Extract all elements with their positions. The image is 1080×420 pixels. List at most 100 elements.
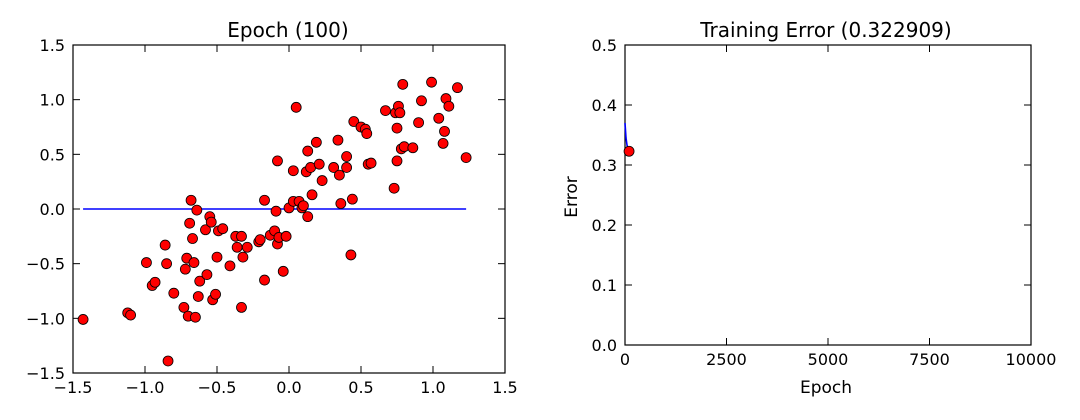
data-point — [241, 241, 253, 253]
data-point — [287, 165, 299, 177]
data-point — [306, 189, 318, 201]
data-point — [237, 251, 249, 263]
data-point — [200, 224, 211, 236]
error-x-tick-label: 2500 — [706, 350, 747, 369]
error-x-axis-label: Epoch — [800, 378, 852, 398]
data-point — [236, 301, 247, 313]
data-point — [184, 217, 196, 229]
data-point — [407, 142, 419, 154]
error-x-tick-label: 0 — [620, 350, 630, 369]
data-point — [272, 155, 283, 167]
data-point — [391, 155, 403, 167]
data-point — [192, 291, 204, 302]
data-point — [328, 162, 340, 173]
data-point — [159, 239, 171, 251]
data-point — [141, 257, 152, 268]
data-point — [277, 265, 289, 277]
data-point — [297, 200, 309, 212]
error-y-tick-label: 0.2 — [592, 216, 617, 235]
data-point — [302, 211, 314, 223]
data-point — [452, 82, 463, 94]
data-point — [433, 112, 445, 124]
scatter-y-tick-label: 0.0 — [40, 200, 65, 219]
scatter-x-tick-label: −0.5 — [198, 378, 237, 397]
data-point — [365, 157, 377, 169]
scatter-y-tick-label: −0.5 — [26, 255, 65, 274]
error-y-tick-label: 0.4 — [592, 96, 617, 115]
error-y-axis-label: Error — [562, 176, 582, 217]
data-point — [191, 204, 203, 216]
scatter-y-tick-label: −1.5 — [26, 364, 65, 383]
data-point — [310, 136, 322, 148]
data-point — [189, 311, 201, 323]
data-point — [388, 182, 400, 194]
data-point — [345, 249, 357, 261]
error-panel: Training Error (0.322909) Epoch Error 0 2… — [562, 18, 1056, 398]
data-point — [346, 193, 358, 205]
data-point — [205, 216, 217, 228]
data-point — [149, 276, 161, 288]
error-y-tick-label: 0.1 — [592, 276, 617, 295]
data-point — [179, 263, 191, 275]
data-point — [259, 194, 270, 206]
scatter-y-tick-label: −1.0 — [26, 309, 65, 328]
scatter-title: Epoch (100) — [227, 18, 348, 42]
data-point — [236, 230, 247, 242]
data-point — [394, 107, 406, 119]
data-point — [259, 274, 270, 286]
error-x-tick-label: 5000 — [808, 350, 849, 369]
data-point — [313, 158, 325, 170]
data-point — [316, 175, 328, 186]
scatter-y-tick-label: 1.0 — [40, 91, 65, 110]
data-point — [185, 194, 197, 206]
data-point — [178, 301, 190, 313]
data-point — [348, 116, 360, 127]
data-point — [210, 288, 221, 300]
data-point — [201, 269, 213, 281]
scatter-y-tick-label: 0.5 — [40, 145, 65, 164]
data-point — [341, 162, 353, 173]
data-point — [335, 198, 347, 209]
data-point — [332, 134, 344, 146]
data-point — [397, 78, 409, 90]
data-point — [443, 100, 455, 112]
data-point — [187, 233, 198, 244]
scatter-x-tick-label: −1.0 — [126, 378, 165, 397]
data-point — [161, 258, 173, 270]
error-title: Training Error (0.322909) — [699, 18, 951, 42]
data-point — [302, 145, 314, 157]
error-y-tick-label: 0.0 — [592, 336, 617, 355]
data-point — [361, 128, 373, 139]
scatter-x-tick-label: 0.5 — [348, 378, 373, 397]
data-point — [162, 355, 174, 367]
error-y-tick-label: 0.3 — [592, 156, 617, 175]
data-point — [280, 230, 292, 242]
data-point — [380, 105, 391, 116]
error-x-tick-label: 10000 — [1006, 350, 1057, 369]
data-point — [290, 101, 302, 113]
data-point — [254, 234, 266, 246]
data-point — [77, 314, 89, 325]
data-point — [426, 76, 437, 88]
error-y-tick-label: 0.5 — [592, 36, 617, 55]
data-point — [125, 309, 137, 321]
data-point — [437, 137, 449, 149]
scatter-y-tick-label: 1.5 — [40, 36, 65, 55]
data-point — [211, 251, 223, 263]
data-point — [224, 260, 236, 272]
data-point — [168, 287, 180, 299]
data-point — [341, 151, 353, 162]
current-error-point — [623, 145, 635, 157]
scatter-x-tick-label: 0.0 — [276, 378, 301, 397]
data-point — [217, 223, 229, 235]
error-x-tick-label: 7500 — [909, 350, 950, 369]
data-point — [333, 169, 345, 181]
scatter-panel: Epoch (100) −1.5 −1.0 −0.5 0.0 0.5 1.0 1.5 −1.5… — [26, 18, 518, 397]
data-point — [194, 275, 206, 287]
data-point — [231, 241, 243, 253]
data-point — [460, 152, 472, 164]
data-point — [270, 205, 282, 217]
scatter-x-tick-label: −1.5 — [54, 378, 93, 397]
